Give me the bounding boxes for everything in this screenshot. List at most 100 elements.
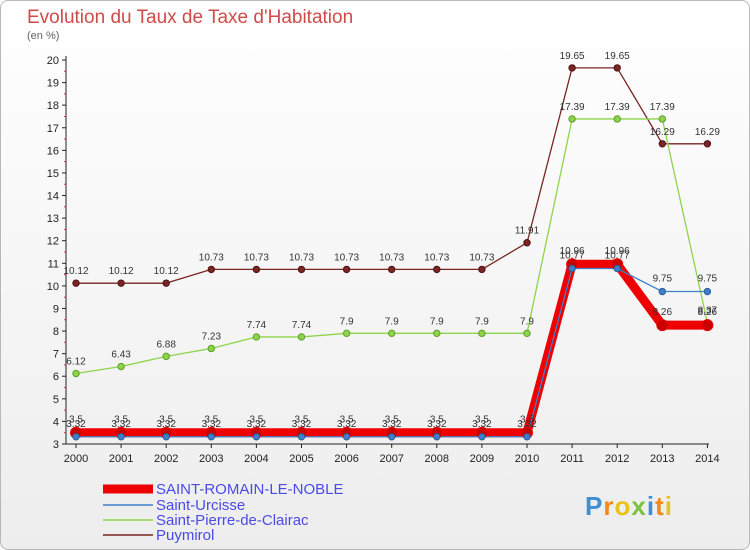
x-tick-label: 2009: [470, 453, 494, 465]
data-label: 10.77: [560, 250, 585, 261]
data-label: 17.39: [650, 102, 675, 113]
data-label: 3.32: [66, 419, 86, 430]
x-tick-label: 2013: [650, 453, 674, 465]
data-label: 19.65: [560, 51, 585, 62]
data-point: [117, 433, 125, 441]
y-tick-label: 13: [47, 213, 59, 225]
data-label: 3.32: [247, 419, 267, 430]
data-label: 3.32: [427, 419, 447, 430]
data-label: 19.65: [605, 51, 630, 62]
data-label: 3.32: [517, 419, 537, 430]
data-point: [388, 265, 396, 274]
data-label: 10.73: [334, 252, 359, 263]
data-point: [433, 433, 441, 441]
data-point: [523, 239, 531, 247]
y-tick-label: 17: [47, 123, 59, 135]
data-point: [703, 287, 712, 296]
data-label: 3.32: [472, 419, 492, 430]
y-tick-label: 8: [53, 326, 59, 338]
data-label: 7.9: [430, 316, 444, 327]
data-label: 10.73: [469, 252, 494, 263]
data-point: [613, 115, 621, 123]
logo-letter: x: [631, 491, 647, 521]
data-label: 9.75: [698, 274, 718, 285]
data-point: [342, 329, 351, 338]
chart-subtitle: (en %): [27, 30, 60, 42]
y-tick-label: 19: [47, 78, 59, 90]
data-label: 3.5: [385, 415, 399, 426]
data-point: [478, 265, 486, 274]
legend-label: Saint-Urcisse: [156, 497, 245, 514]
logo-letter: P: [585, 491, 604, 521]
data-point: [207, 344, 216, 353]
data-point: [658, 287, 666, 296]
data-label: 3.5: [520, 415, 534, 426]
data-point: [297, 333, 306, 341]
data-point: [478, 433, 486, 441]
data-label: 16.29: [650, 127, 675, 138]
data-point: [162, 433, 170, 441]
data-label: 3.5: [295, 415, 309, 426]
data-label: 10.12: [63, 266, 88, 277]
data-point: [342, 265, 351, 274]
data-point: [613, 64, 621, 72]
data-point: [523, 329, 531, 338]
data-label: 10.96: [605, 246, 630, 257]
data-label: 7.9: [475, 316, 489, 327]
data-label: 7.23: [202, 331, 222, 342]
data-label: 7.9: [340, 316, 354, 327]
y-tick-label: 7: [53, 349, 59, 361]
data-point: [613, 264, 621, 273]
data-label: 3.5: [430, 415, 444, 426]
data-label: 10.77: [605, 250, 630, 261]
y-tick-label: 6: [53, 371, 59, 383]
x-tick-label: 2007: [379, 453, 403, 465]
data-label: 3.5: [204, 415, 218, 426]
y-tick-label: 3: [53, 439, 59, 451]
data-point: [701, 319, 714, 332]
data-label: 10.73: [379, 252, 404, 263]
legend-label: Puymirol: [156, 527, 214, 544]
data-point: [252, 333, 261, 341]
data-point: [162, 279, 170, 287]
data-label: 10.96: [560, 246, 585, 257]
y-tick-label: 18: [47, 100, 59, 112]
data-label: 3.32: [156, 419, 176, 430]
data-label: 11.91: [515, 226, 540, 237]
data-point: [207, 433, 216, 441]
data-label: 6.88: [156, 339, 176, 350]
data-point: [523, 433, 531, 441]
data-point: [297, 433, 306, 441]
data-point: [72, 369, 80, 378]
logo-letter: o: [614, 491, 632, 521]
data-point: [568, 115, 576, 123]
data-label: 8.37: [698, 306, 718, 317]
data-label: 7.9: [520, 316, 534, 327]
data-label: 10.12: [154, 266, 179, 277]
data-label: 3.5: [159, 415, 173, 426]
logo-letter: i: [664, 491, 673, 521]
x-tick-label: 2006: [334, 453, 358, 465]
data-label: 17.39: [560, 102, 585, 113]
x-tick-label: 2008: [425, 453, 449, 465]
data-point: [117, 279, 125, 287]
x-tick-label: 2014: [695, 453, 719, 465]
data-label: 9.75: [653, 274, 673, 285]
series-line-1: [75, 267, 709, 438]
data-label: 3.32: [382, 419, 402, 430]
x-tick-label: 2005: [289, 453, 313, 465]
data-label: 3.5: [249, 415, 263, 426]
data-label: 6.43: [111, 350, 131, 361]
x-tick-label: 2004: [244, 453, 268, 465]
proxiti-logo: Proxiti: [585, 491, 673, 522]
data-label: 16.29: [695, 127, 720, 138]
data-point: [162, 352, 170, 361]
x-tick-label: 2011: [560, 453, 584, 465]
logo-letter: i: [646, 491, 656, 521]
data-label: 7.9: [385, 316, 399, 327]
data-point: [297, 265, 306, 274]
logo-letter: t: [655, 491, 665, 521]
y-tick-label: 11: [48, 258, 59, 270]
